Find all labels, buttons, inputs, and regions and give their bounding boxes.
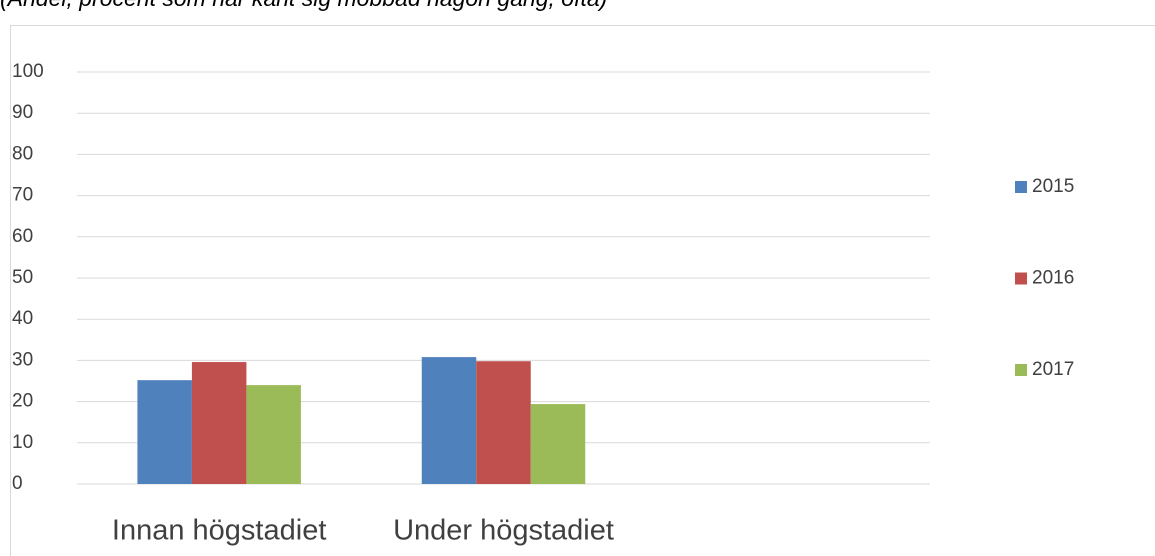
x-tick-label: Under högstadiet bbox=[393, 515, 614, 547]
y-tick-label: 50 bbox=[12, 267, 33, 288]
bar bbox=[476, 361, 531, 484]
y-tick-label: 60 bbox=[12, 226, 33, 247]
y-tick-label: 70 bbox=[12, 185, 33, 206]
y-tick-label: 80 bbox=[12, 143, 33, 164]
legend-swatch bbox=[1015, 272, 1027, 285]
bar bbox=[246, 385, 301, 484]
y-tick-label: 20 bbox=[12, 391, 33, 412]
bar bbox=[191, 362, 247, 484]
y-tick-label: 90 bbox=[12, 102, 33, 123]
chart-frame bbox=[10, 25, 1155, 556]
y-tick-label: 100 bbox=[12, 61, 44, 82]
legend-swatch bbox=[1015, 181, 1027, 193]
legend-label: 2016 bbox=[1032, 268, 1074, 289]
chart-subtitle: (Andel, procent som har känt sig mobbad … bbox=[0, 0, 607, 11]
y-tick-label: 40 bbox=[12, 308, 33, 329]
legend-label: 2015 bbox=[1032, 176, 1074, 197]
x-tick-label: Innan högstadiet bbox=[112, 515, 326, 547]
y-tick-label: 0 bbox=[12, 473, 23, 494]
y-tick-label: 10 bbox=[12, 432, 33, 453]
bar bbox=[137, 380, 192, 484]
bar bbox=[530, 404, 586, 484]
y-tick-label: 30 bbox=[12, 349, 33, 370]
legend-label: 2017 bbox=[1032, 359, 1074, 380]
bar bbox=[421, 357, 477, 484]
legend-swatch bbox=[1015, 364, 1027, 376]
